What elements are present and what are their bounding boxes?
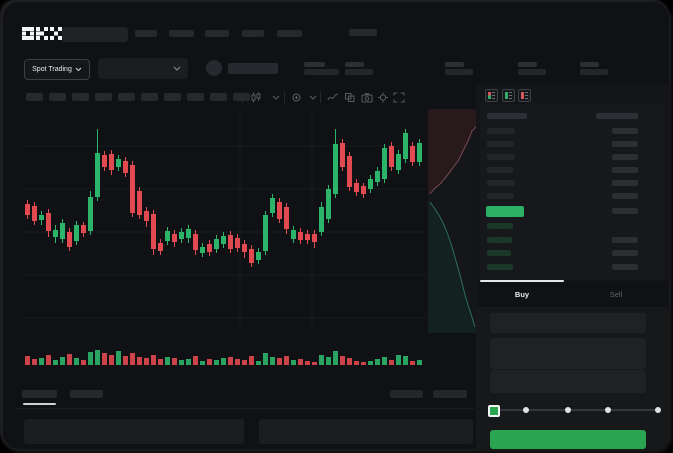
ask-price-placeholder[interactable] <box>487 193 514 199</box>
bottom-panel-placeholder <box>259 419 473 444</box>
bid-price-placeholder[interactable] <box>487 264 513 270</box>
indicators-icon[interactable] <box>291 92 303 103</box>
chevron-down-icon[interactable] <box>272 95 280 100</box>
compare-layers-icon[interactable] <box>344 92 356 103</box>
order-input-placeholder[interactable] <box>490 313 646 333</box>
slider-dot[interactable] <box>565 407 571 413</box>
nav-item-placeholder[interactable] <box>277 30 302 37</box>
stat-value-placeholder <box>580 69 608 75</box>
tab-buy[interactable]: Buy <box>514 290 530 299</box>
bottom-action-placeholder[interactable] <box>433 390 467 398</box>
nav-item-placeholder[interactable] <box>135 30 157 37</box>
ask-amount-placeholder[interactable] <box>612 193 638 199</box>
nav-item-placeholder[interactable] <box>169 30 194 37</box>
chevron-down-icon <box>75 67 82 72</box>
divider <box>16 408 474 409</box>
interval-button-placeholder[interactable] <box>49 93 66 101</box>
okx-logo <box>22 27 62 40</box>
bottom-tab-placeholder[interactable] <box>70 390 103 398</box>
pair-selector-dropdown[interactable] <box>98 58 188 79</box>
nav-item-placeholder[interactable] <box>349 29 377 36</box>
stat-label-placeholder <box>580 62 599 67</box>
order-input-placeholder[interactable] <box>490 370 646 393</box>
stat-label-placeholder <box>445 62 464 67</box>
interval-button-placeholder[interactable] <box>95 93 112 101</box>
active-tab-underline <box>23 403 56 405</box>
stat-label-placeholder <box>518 62 537 67</box>
orderbook-header-placeholder <box>596 113 638 119</box>
coin-avatar <box>206 60 222 76</box>
interval-button-placeholder[interactable] <box>26 93 43 101</box>
ask-amount-placeholder[interactable] <box>612 167 638 173</box>
ask-amount-placeholder[interactable] <box>612 141 638 147</box>
interval-button-placeholder[interactable] <box>141 93 158 101</box>
bid-amount-placeholder[interactable] <box>612 264 638 270</box>
slider-dot[interactable] <box>605 407 611 413</box>
amount-slider-track[interactable] <box>492 409 658 411</box>
bid-amount-placeholder[interactable] <box>612 250 638 256</box>
ask-amount-placeholder[interactable] <box>612 128 638 134</box>
market-type-label: Spot Trading <box>32 66 72 73</box>
ask-amount-placeholder[interactable] <box>612 180 638 186</box>
divider <box>320 92 321 103</box>
bottom-tab-placeholder[interactable] <box>22 390 57 398</box>
slider-dot[interactable] <box>655 407 661 413</box>
orderbook-header-placeholder <box>487 113 527 119</box>
settings-gear-icon[interactable] <box>377 92 389 103</box>
bid-price-placeholder[interactable] <box>487 223 513 229</box>
orderbook-mode-sells-icon[interactable] <box>518 89 531 102</box>
slider-dot[interactable] <box>523 407 529 413</box>
orderbook-mode-buys-icon[interactable] <box>502 89 515 102</box>
bid-price-placeholder[interactable] <box>487 237 512 243</box>
ask-price-placeholder[interactable] <box>487 167 513 173</box>
pair-ticker-placeholder <box>228 63 278 74</box>
ask-amount-placeholder[interactable] <box>612 154 638 160</box>
ask-price-placeholder[interactable] <box>487 141 514 147</box>
interval-button-placeholder[interactable] <box>164 93 181 101</box>
ask-price-placeholder[interactable] <box>487 154 515 160</box>
nav-item-placeholder[interactable] <box>205 30 229 37</box>
camera-icon[interactable] <box>361 92 373 103</box>
stat-value-placeholder <box>345 69 373 75</box>
last-price-highlight[interactable] <box>486 206 524 217</box>
orderbook-mode-split-icon[interactable] <box>485 89 498 102</box>
bid-price-placeholder[interactable] <box>487 250 511 256</box>
divider <box>284 92 285 103</box>
price-row-amount-placeholder <box>612 208 638 214</box>
buy-tab-indicator <box>480 280 564 282</box>
buy-submit-button[interactable] <box>490 430 646 449</box>
nav-item-placeholder[interactable] <box>242 30 264 37</box>
stat-value-placeholder <box>304 69 339 75</box>
fullscreen-icon[interactable] <box>393 92 405 103</box>
interval-button-placeholder[interactable] <box>118 93 135 101</box>
stat-value-placeholder <box>518 69 546 75</box>
chevron-down-icon[interactable] <box>309 95 317 100</box>
interval-button-placeholder[interactable] <box>233 93 250 101</box>
ask-price-placeholder[interactable] <box>487 128 515 134</box>
ask-price-placeholder[interactable] <box>487 180 515 186</box>
market-type-selector[interactable]: Spot Trading <box>24 59 90 80</box>
amount-slider-handle[interactable] <box>488 405 500 417</box>
interval-button-placeholder[interactable] <box>210 93 227 101</box>
line-chart-icon[interactable] <box>327 92 339 103</box>
chart-type-candles-icon[interactable] <box>250 92 262 103</box>
interval-button-placeholder[interactable] <box>72 93 89 101</box>
stat-value-placeholder <box>445 69 473 75</box>
bid-amount-placeholder[interactable] <box>612 237 638 243</box>
stat-label-placeholder <box>345 62 364 67</box>
order-input-placeholder[interactable] <box>490 338 646 369</box>
bottom-panel-placeholder <box>24 419 244 444</box>
bottom-action-placeholder[interactable] <box>390 390 423 398</box>
stat-label-placeholder <box>304 62 325 67</box>
global-search-input[interactable] <box>62 27 128 42</box>
interval-button-placeholder[interactable] <box>187 93 204 101</box>
chevron-down-icon <box>173 66 181 71</box>
divider <box>242 92 243 103</box>
tab-sell[interactable]: Sell <box>609 290 623 299</box>
